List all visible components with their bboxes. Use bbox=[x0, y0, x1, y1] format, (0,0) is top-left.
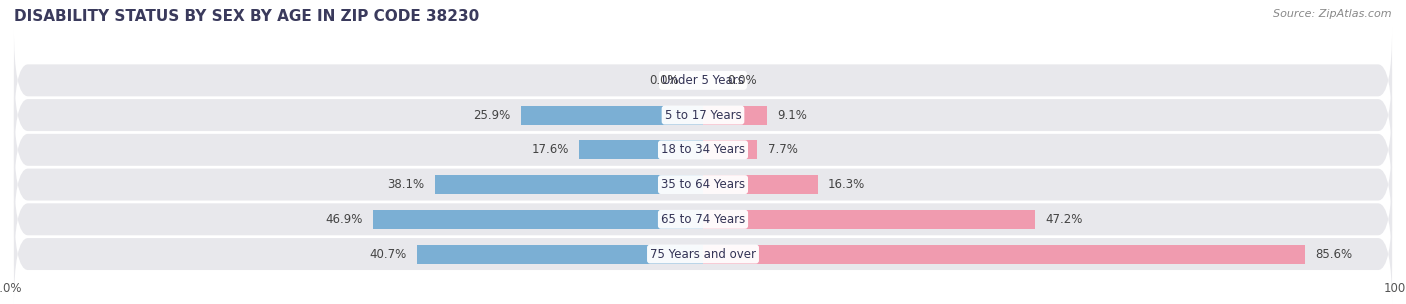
Text: 46.9%: 46.9% bbox=[325, 213, 363, 226]
Bar bbox=[703, 210, 1035, 229]
Text: 35 to 64 Years: 35 to 64 Years bbox=[661, 178, 745, 191]
Bar bbox=[436, 175, 703, 194]
Text: 9.1%: 9.1% bbox=[778, 109, 807, 122]
Bar bbox=[374, 210, 703, 229]
Bar bbox=[520, 105, 703, 125]
Bar bbox=[703, 244, 1305, 264]
Bar bbox=[703, 140, 756, 159]
Text: 5 to 17 Years: 5 to 17 Years bbox=[665, 109, 741, 122]
FancyBboxPatch shape bbox=[14, 166, 1392, 273]
Text: Under 5 Years: Under 5 Years bbox=[662, 74, 744, 87]
FancyBboxPatch shape bbox=[14, 96, 1392, 203]
Text: 47.2%: 47.2% bbox=[1046, 213, 1083, 226]
Text: 16.3%: 16.3% bbox=[828, 178, 865, 191]
Text: Source: ZipAtlas.com: Source: ZipAtlas.com bbox=[1274, 9, 1392, 19]
Text: 85.6%: 85.6% bbox=[1316, 247, 1353, 261]
FancyBboxPatch shape bbox=[14, 27, 1392, 134]
Bar bbox=[703, 175, 818, 194]
FancyBboxPatch shape bbox=[14, 201, 1392, 304]
FancyBboxPatch shape bbox=[14, 62, 1392, 169]
FancyBboxPatch shape bbox=[14, 131, 1392, 238]
Text: 18 to 34 Years: 18 to 34 Years bbox=[661, 143, 745, 156]
Text: 38.1%: 38.1% bbox=[388, 178, 425, 191]
Text: 75 Years and over: 75 Years and over bbox=[650, 247, 756, 261]
Text: DISABILITY STATUS BY SEX BY AGE IN ZIP CODE 38230: DISABILITY STATUS BY SEX BY AGE IN ZIP C… bbox=[14, 9, 479, 24]
Text: 65 to 74 Years: 65 to 74 Years bbox=[661, 213, 745, 226]
Bar bbox=[416, 244, 703, 264]
Bar bbox=[579, 140, 703, 159]
Text: 7.7%: 7.7% bbox=[768, 143, 797, 156]
Bar bbox=[703, 105, 768, 125]
Text: 17.6%: 17.6% bbox=[531, 143, 568, 156]
Text: 25.9%: 25.9% bbox=[474, 109, 510, 122]
Text: 40.7%: 40.7% bbox=[370, 247, 406, 261]
Text: 0.0%: 0.0% bbox=[648, 74, 678, 87]
Text: 0.0%: 0.0% bbox=[728, 74, 758, 87]
